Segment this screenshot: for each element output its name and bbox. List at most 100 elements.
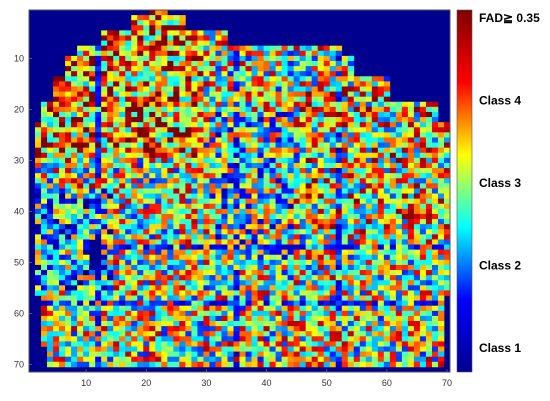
heatmap-cell: [353, 300, 361, 307]
heatmap-cell: [53, 341, 60, 347]
heatmap-cell: [245, 168, 252, 174]
heatmap-cell: [143, 15, 150, 21]
heatmap-cell: [377, 106, 385, 113]
heatmap-cell: [419, 315, 427, 322]
heatmap-cell: [293, 310, 300, 317]
heatmap-cell: [173, 178, 180, 184]
heatmap-cell: [251, 219, 258, 225]
heatmap-cell: [125, 331, 132, 337]
heatmap-cell: [77, 173, 84, 179]
heatmap-cell: [119, 157, 126, 164]
heatmap-cell: [191, 208, 198, 215]
heatmap-cell: [203, 127, 210, 133]
heatmap-cell: [371, 224, 379, 230]
heatmap-cell: [197, 55, 204, 62]
heatmap-cell: [245, 213, 252, 220]
heatmap-cell: [221, 315, 228, 322]
heatmap-cell: [227, 96, 234, 103]
heatmap-cell: [281, 351, 288, 358]
heatmap-cell: [329, 224, 337, 230]
heatmap-cell: [407, 188, 415, 194]
heatmap-cell: [197, 132, 204, 138]
heatmap-cell: [137, 45, 144, 52]
heatmap-cell: [353, 310, 361, 317]
heatmap-cell: [131, 234, 138, 240]
heatmap-cell: [125, 173, 132, 179]
heatmap-cell: [251, 224, 258, 230]
heatmap-cell: [413, 101, 421, 108]
heatmap-cell: [77, 336, 84, 342]
heatmap-cell: [431, 249, 439, 256]
heatmap-cell: [215, 178, 222, 184]
heatmap-cell: [275, 193, 282, 199]
heatmap-cell: [161, 213, 168, 220]
heatmap-cell: [353, 81, 361, 87]
heatmap-cell: [323, 264, 331, 271]
heatmap-cell: [239, 173, 246, 179]
heatmap-cell: [281, 122, 288, 128]
heatmap-cell: [191, 321, 198, 327]
heatmap-cell: [341, 162, 349, 169]
heatmap-cell: [341, 275, 349, 281]
heatmap-cell: [173, 122, 180, 128]
heatmap-cell: [101, 60, 108, 67]
heatmap-cell: [443, 234, 451, 240]
heatmap-cell: [155, 81, 162, 87]
heatmap-cell: [191, 361, 198, 368]
heatmap-cell: [299, 341, 306, 347]
heatmap-cell: [113, 224, 120, 230]
heatmap-cell: [305, 183, 313, 189]
heatmap-cell: [113, 203, 120, 210]
heatmap-cell: [137, 213, 144, 220]
heatmap-cell: [239, 259, 246, 266]
heatmap-cell: [371, 295, 379, 301]
heatmap-cell: [317, 264, 325, 271]
heatmap-cell: [371, 239, 379, 245]
heatmap-cell: [317, 244, 325, 250]
heatmap-cell: [221, 208, 228, 215]
heatmap-cell: [71, 356, 78, 363]
heatmap-cell: [191, 264, 198, 271]
heatmap-cell: [209, 356, 216, 363]
heatmap-cell: [149, 86, 156, 92]
heatmap-cell: [149, 157, 156, 164]
heatmap-cell: [149, 305, 156, 312]
heatmap-cell: [203, 264, 210, 271]
heatmap-cell: [401, 106, 409, 113]
heatmap-cell: [149, 122, 156, 128]
heatmap-cell: [305, 55, 313, 62]
heatmap-cell: [263, 290, 270, 296]
heatmap-cell: [191, 66, 198, 72]
heatmap-cell: [395, 275, 403, 281]
heatmap-cell: [389, 315, 397, 322]
heatmap-cell: [179, 168, 186, 174]
heatmap-cell: [179, 25, 186, 31]
heatmap-cell: [377, 86, 385, 92]
heatmap-cell: [191, 60, 198, 67]
heatmap-cell: [305, 96, 313, 103]
heatmap-cell: [131, 336, 138, 342]
heatmap-cell: [197, 208, 204, 215]
heatmap-cell: [341, 147, 349, 154]
heatmap-cell: [215, 137, 222, 143]
heatmap-cell: [113, 285, 120, 291]
heatmap-cell: [215, 198, 222, 205]
heatmap-cell: [413, 305, 421, 312]
heatmap-cell: [347, 315, 355, 322]
heatmap-cell: [239, 152, 246, 159]
heatmap-cell: [179, 249, 186, 256]
heatmap-cell: [329, 346, 337, 352]
heatmap-cell: [419, 341, 427, 347]
heatmap-cell: [137, 346, 144, 352]
heatmap-cell: [155, 45, 162, 52]
heatmap-cell: [275, 310, 282, 317]
heatmap-cell: [197, 66, 204, 72]
heatmap-cell: [299, 315, 306, 322]
heatmap-cell: [179, 178, 186, 184]
heatmap-cell: [245, 50, 252, 57]
heatmap-cell: [137, 106, 144, 113]
heatmap-cell: [317, 331, 325, 337]
heatmap-cell: [317, 183, 325, 189]
heatmap-cell: [221, 213, 228, 220]
heatmap-cell: [179, 193, 186, 199]
